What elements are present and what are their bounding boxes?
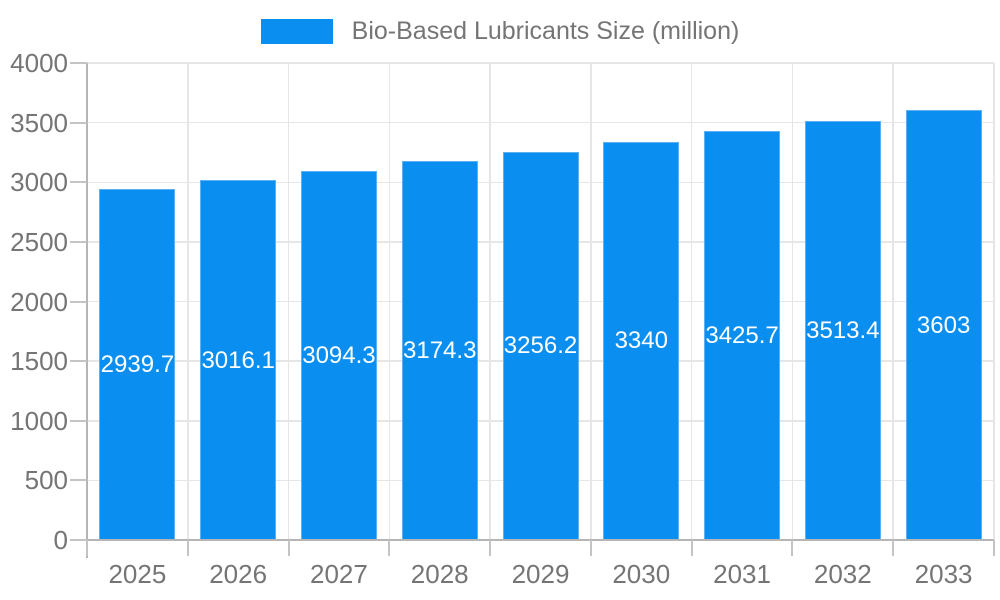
- gridline-vertical: [590, 63, 592, 540]
- y-axis-tick: [70, 181, 87, 184]
- y-axis-tick: [70, 360, 87, 363]
- y-axis-tick-label: 2000: [10, 286, 68, 317]
- y-axis-tick-label: 1000: [10, 405, 68, 436]
- x-axis-label: 2032: [813, 559, 872, 589]
- x-axis-label: 2030: [612, 559, 671, 589]
- bar[interactable]: 3174.3: [401, 161, 478, 540]
- bar-value-label: 3174.3: [403, 337, 477, 365]
- bar-value-label: 3016.1: [201, 346, 275, 374]
- bar[interactable]: 3603: [905, 110, 982, 540]
- y-axis-tick-label: 3000: [10, 167, 68, 198]
- legend-label: Bio-Based Lubricants Size (million): [351, 17, 740, 45]
- x-axis-label: 2031: [713, 559, 771, 589]
- legend-swatch: [260, 18, 333, 44]
- x-axis-tick: [186, 540, 189, 556]
- x-axis-line: [87, 539, 994, 541]
- x-axis-tick: [388, 540, 391, 556]
- x-axis-tick: [489, 540, 492, 556]
- x-axis-tick: [791, 540, 794, 556]
- x-axis-label: 2026: [209, 559, 268, 589]
- y-axis-tick-label: 1500: [10, 346, 68, 377]
- y-axis-tick-label: 2500: [10, 226, 68, 257]
- bar-value-label: 3340: [614, 327, 668, 355]
- bar-value-label: 3425.7: [705, 322, 779, 350]
- gridline-vertical: [287, 63, 290, 540]
- y-axis-tick-label: 4000: [10, 48, 68, 78]
- gridline-vertical: [791, 63, 794, 540]
- y-axis-tick: [70, 419, 87, 422]
- legend-item[interactable]: Bio-Based Lubricants Size (million): [0, 17, 1000, 45]
- x-axis-tick: [993, 540, 995, 556]
- gridline-vertical: [388, 63, 391, 540]
- x-axis-label: 2025: [108, 559, 167, 589]
- bar-value-label: 3256.2: [503, 332, 578, 360]
- x-axis-tick: [589, 540, 592, 556]
- y-axis-tick: [70, 121, 87, 124]
- bar[interactable]: 3340: [603, 141, 680, 540]
- gridline-horizontal: [87, 62, 994, 64]
- y-axis-tick-label: 3500: [10, 107, 68, 138]
- y-axis-tick-label: 0: [53, 525, 68, 555]
- x-axis-tick: [690, 540, 693, 556]
- bar[interactable]: 2939.7: [99, 189, 176, 540]
- x-axis-label: 2033: [914, 559, 973, 589]
- x-axis-label: 2029: [511, 559, 570, 589]
- gridline-horizontal: [87, 121, 994, 124]
- y-axis-line: [86, 63, 88, 558]
- x-axis-tick: [892, 540, 895, 556]
- y-axis-tick: [70, 300, 87, 303]
- bar-value-label: 3513.4: [806, 317, 880, 344]
- x-axis-tick: [287, 540, 290, 556]
- bar[interactable]: 3256.2: [502, 151, 579, 540]
- gridline-vertical: [892, 63, 894, 540]
- bar-value-label: 3603: [916, 311, 971, 339]
- x-axis-label: 2028: [410, 559, 469, 589]
- y-axis-tick-label: 500: [24, 465, 68, 496]
- bar-value-label: 3094.3: [302, 341, 376, 369]
- y-axis-tick: [70, 539, 87, 541]
- bar-value-label: 2939.7: [100, 351, 175, 379]
- bar[interactable]: 3094.3: [300, 171, 377, 540]
- gridline-vertical: [489, 63, 491, 540]
- bar[interactable]: 3016.1: [200, 180, 277, 540]
- bar[interactable]: 3513.4: [804, 121, 881, 540]
- x-axis-tick: [86, 540, 88, 556]
- gridline-vertical: [993, 63, 995, 540]
- y-axis-tick: [70, 479, 87, 482]
- y-axis-tick: [70, 62, 87, 64]
- bar[interactable]: 3425.7: [704, 131, 781, 540]
- x-axis-label: 2027: [310, 559, 368, 589]
- gridline-vertical: [187, 63, 189, 540]
- gridline-vertical: [690, 63, 693, 540]
- y-axis-tick: [70, 240, 87, 243]
